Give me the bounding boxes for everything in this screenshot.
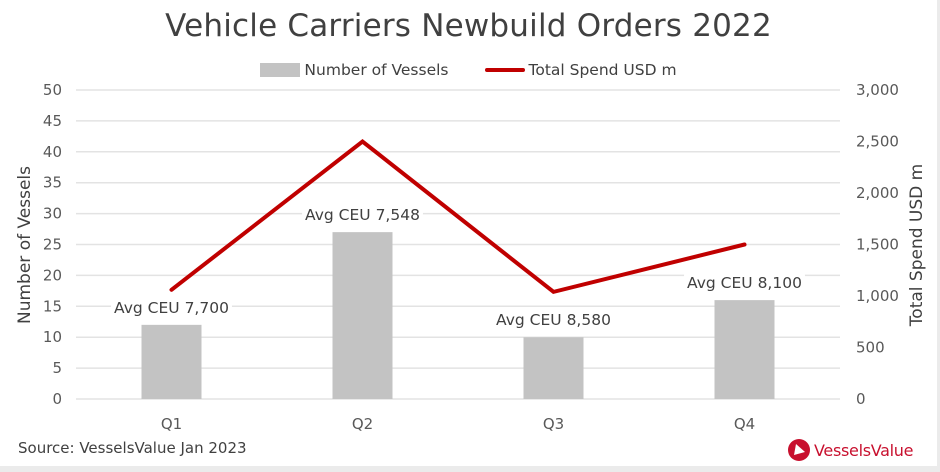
logo-text: VesselsValue — [814, 440, 914, 460]
legend-label-vessels: Number of Vessels — [304, 61, 449, 79]
y2-tick-label: 500 — [856, 339, 885, 357]
data-label: Avg CEU 8,580 — [496, 311, 611, 329]
y-tick-label: 30 — [43, 205, 62, 223]
legend: Number of Vessels Total Spend USD m — [0, 61, 937, 79]
y-tick-label: 10 — [43, 328, 62, 346]
legend-swatch-bar — [260, 63, 301, 77]
data-label: Avg CEU 7,548 — [305, 206, 420, 224]
y2-tick-label: 1,000 — [856, 287, 899, 305]
data-label-background — [111, 298, 232, 317]
x-tick-label: Q4 — [734, 415, 755, 433]
bar — [714, 300, 775, 399]
data-label-background — [302, 206, 423, 225]
y2-tick-label: 0 — [856, 390, 866, 408]
y2-tick-label: 2,000 — [856, 184, 899, 202]
chart-title: Vehicle Carriers Newbuild Orders 2022 — [165, 8, 772, 44]
y-tick-label: 25 — [43, 236, 62, 254]
legend-item-vessels: Number of Vessels — [260, 61, 449, 79]
y2-tick-label: 1,500 — [856, 236, 899, 254]
y-tick-label: 0 — [52, 390, 62, 408]
y2-tick-label: 3,000 — [856, 81, 899, 99]
y-tick-label: 5 — [52, 359, 62, 377]
legend-item-spend: Total Spend USD m — [484, 61, 677, 79]
x-tick-label: Q2 — [352, 415, 373, 433]
data-label: Avg CEU 7,700 — [114, 299, 229, 317]
data-label-background — [684, 274, 805, 293]
vesselsvalue-logo-icon — [788, 439, 810, 461]
x-tick-label: Q3 — [543, 415, 564, 433]
y-tick-label: 35 — [43, 174, 62, 192]
y-tick-label: 40 — [43, 143, 62, 161]
y-tick-label: 45 — [43, 112, 62, 130]
vesselsvalue-logo: VesselsValue — [788, 439, 913, 461]
spend-line — [169, 138, 747, 295]
bar — [523, 337, 584, 399]
legend-swatch-line — [484, 68, 525, 72]
y2-tick-label: 2,500 — [856, 133, 899, 151]
x-tick-label: Q1 — [161, 415, 182, 433]
data-label-background — [493, 311, 614, 330]
y-tick-label: 50 — [43, 81, 62, 99]
y2-axis-title: Total Spend USD m — [907, 164, 927, 327]
y-tick-label: 15 — [43, 297, 62, 315]
y-tick-label: 20 — [43, 266, 62, 284]
data-label: Avg CEU 8,100 — [687, 274, 802, 292]
legend-label-spend: Total Spend USD m — [528, 61, 677, 79]
y-axis-title: Number of Vessels — [15, 166, 35, 324]
bar — [141, 324, 202, 399]
bar — [332, 232, 393, 399]
source-note: Source: VesselsValue Jan 2023 — [18, 439, 247, 457]
